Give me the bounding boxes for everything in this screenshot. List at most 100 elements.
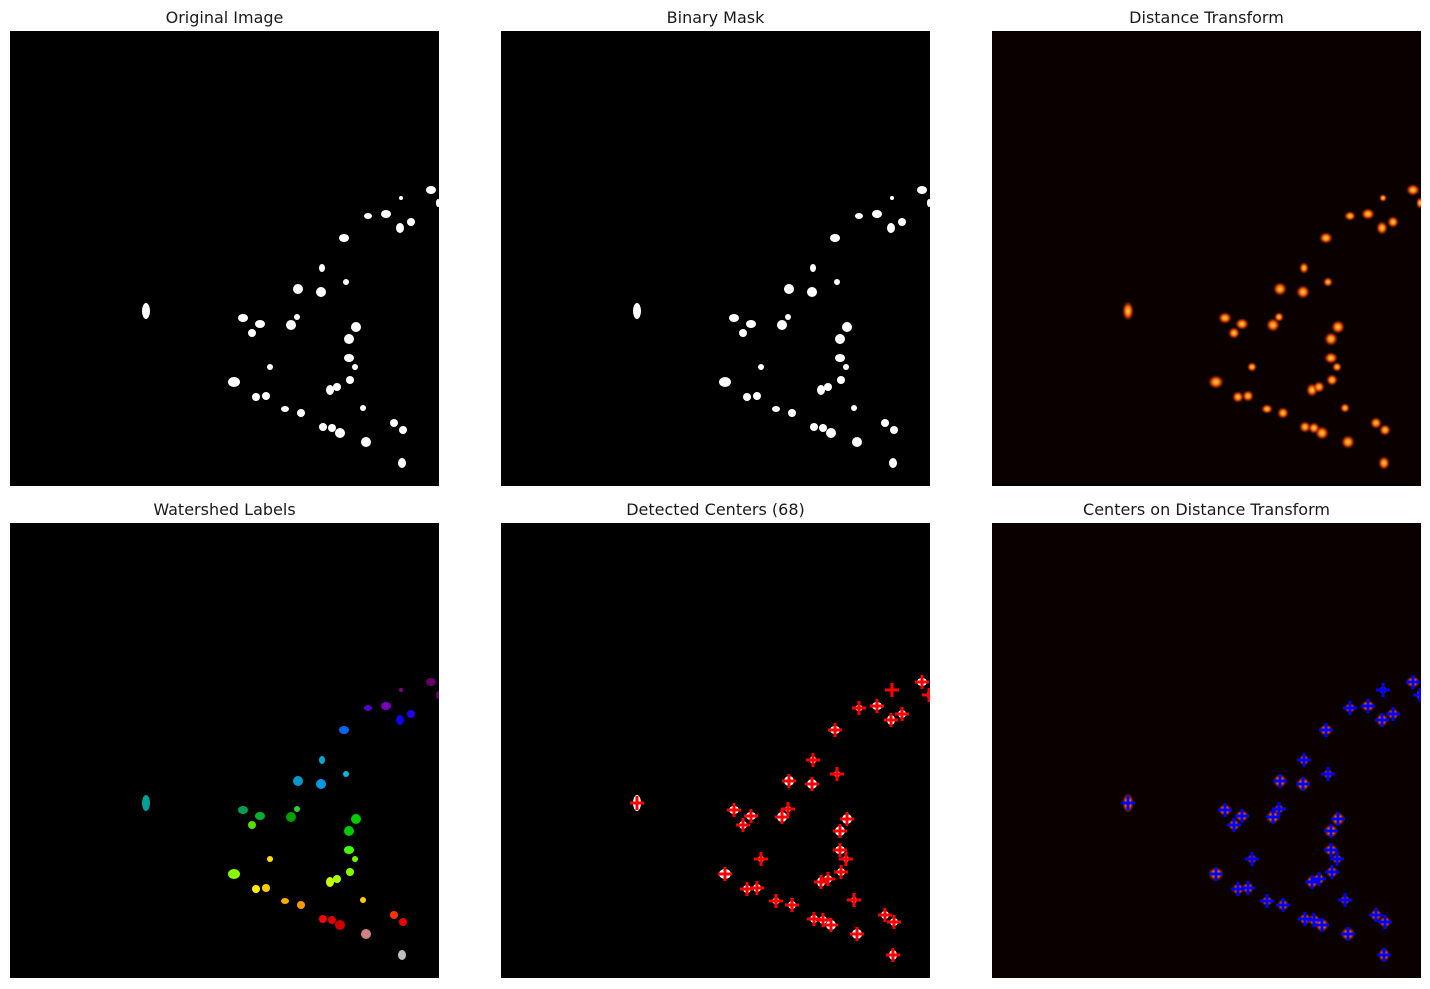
blob bbox=[1324, 352, 1338, 364]
label-region bbox=[346, 868, 354, 876]
center-marker bbox=[750, 881, 764, 895]
blob bbox=[426, 186, 436, 194]
center-marker bbox=[775, 810, 789, 824]
center-marker bbox=[1338, 893, 1352, 907]
center-marker bbox=[824, 918, 838, 932]
blob bbox=[1277, 407, 1289, 419]
blob bbox=[819, 424, 827, 432]
label-region bbox=[361, 929, 371, 939]
blob bbox=[361, 437, 371, 447]
blob bbox=[788, 409, 796, 417]
blob bbox=[316, 287, 326, 297]
center-marker bbox=[1121, 796, 1135, 810]
blob bbox=[1313, 381, 1325, 393]
binary-mask-plot bbox=[501, 31, 930, 486]
blob bbox=[890, 426, 898, 434]
blob bbox=[343, 279, 349, 285]
blob bbox=[1232, 391, 1244, 403]
blob bbox=[319, 264, 325, 272]
label-region bbox=[390, 911, 398, 919]
center-marker bbox=[884, 713, 898, 727]
label-region bbox=[399, 918, 407, 926]
blob bbox=[824, 383, 832, 391]
blob bbox=[830, 234, 840, 242]
label-region bbox=[262, 884, 270, 892]
blob bbox=[872, 210, 882, 218]
blob bbox=[1361, 208, 1375, 220]
center-marker bbox=[1315, 918, 1329, 932]
center-marker bbox=[1227, 818, 1241, 832]
center-marker bbox=[781, 802, 795, 816]
blob bbox=[1326, 374, 1338, 386]
image-background bbox=[10, 523, 439, 978]
blob bbox=[1296, 285, 1310, 299]
blob bbox=[252, 393, 260, 401]
center-marker bbox=[805, 777, 819, 791]
center-marker bbox=[754, 852, 768, 866]
blob bbox=[319, 423, 327, 431]
blob bbox=[1379, 194, 1387, 202]
center-marker bbox=[839, 852, 853, 866]
label-region bbox=[294, 806, 300, 812]
blob bbox=[352, 364, 358, 370]
blob bbox=[360, 405, 366, 411]
blob bbox=[898, 218, 906, 226]
blob bbox=[364, 213, 372, 219]
centers-on-distance-plot bbox=[992, 523, 1421, 978]
blob bbox=[262, 392, 270, 400]
image-background bbox=[501, 31, 930, 486]
center-marker bbox=[1324, 843, 1338, 857]
center-marker bbox=[1343, 701, 1357, 715]
blob bbox=[807, 287, 817, 297]
label-region bbox=[297, 901, 305, 909]
blob bbox=[1261, 404, 1273, 414]
blob bbox=[1235, 318, 1249, 330]
blob bbox=[1274, 312, 1284, 322]
panel-title: Detected Centers (68) bbox=[626, 500, 805, 519]
label-region bbox=[267, 856, 273, 862]
blob bbox=[286, 320, 296, 330]
blob bbox=[881, 419, 889, 427]
blob bbox=[835, 354, 845, 362]
center-marker bbox=[840, 812, 854, 826]
blob bbox=[267, 364, 273, 370]
center-marker bbox=[814, 875, 828, 889]
label-region bbox=[333, 875, 341, 883]
blob bbox=[1122, 301, 1134, 321]
label-region bbox=[343, 771, 349, 777]
panel-title: Binary Mask bbox=[666, 8, 765, 27]
center-marker bbox=[1330, 852, 1344, 866]
blob bbox=[1332, 362, 1342, 372]
blob bbox=[248, 329, 256, 337]
label-region bbox=[364, 705, 372, 711]
center-marker bbox=[850, 927, 864, 941]
blob bbox=[785, 314, 791, 320]
blob bbox=[851, 405, 857, 411]
label-region bbox=[360, 897, 366, 903]
blob bbox=[758, 364, 764, 370]
blob bbox=[297, 409, 305, 417]
center-marker bbox=[1325, 865, 1339, 879]
blob bbox=[889, 458, 897, 468]
blob bbox=[344, 334, 354, 344]
center-marker bbox=[1369, 908, 1383, 922]
blob bbox=[1247, 362, 1257, 372]
center-marker bbox=[1209, 867, 1223, 881]
blob bbox=[1340, 403, 1350, 413]
blob bbox=[777, 320, 787, 330]
blob bbox=[817, 385, 825, 395]
center-marker bbox=[1331, 812, 1345, 826]
panel-title: Watershed Labels bbox=[153, 500, 296, 519]
center-marker bbox=[785, 898, 799, 912]
center-marker bbox=[834, 865, 848, 879]
label-region bbox=[319, 915, 327, 923]
label-region bbox=[426, 678, 436, 686]
label-region bbox=[335, 920, 345, 930]
blob bbox=[1266, 318, 1280, 332]
blob bbox=[293, 284, 303, 294]
center-marker bbox=[806, 753, 820, 767]
blob bbox=[398, 458, 406, 468]
center-marker bbox=[1273, 774, 1287, 788]
blob bbox=[753, 392, 761, 400]
image-background bbox=[10, 31, 439, 486]
